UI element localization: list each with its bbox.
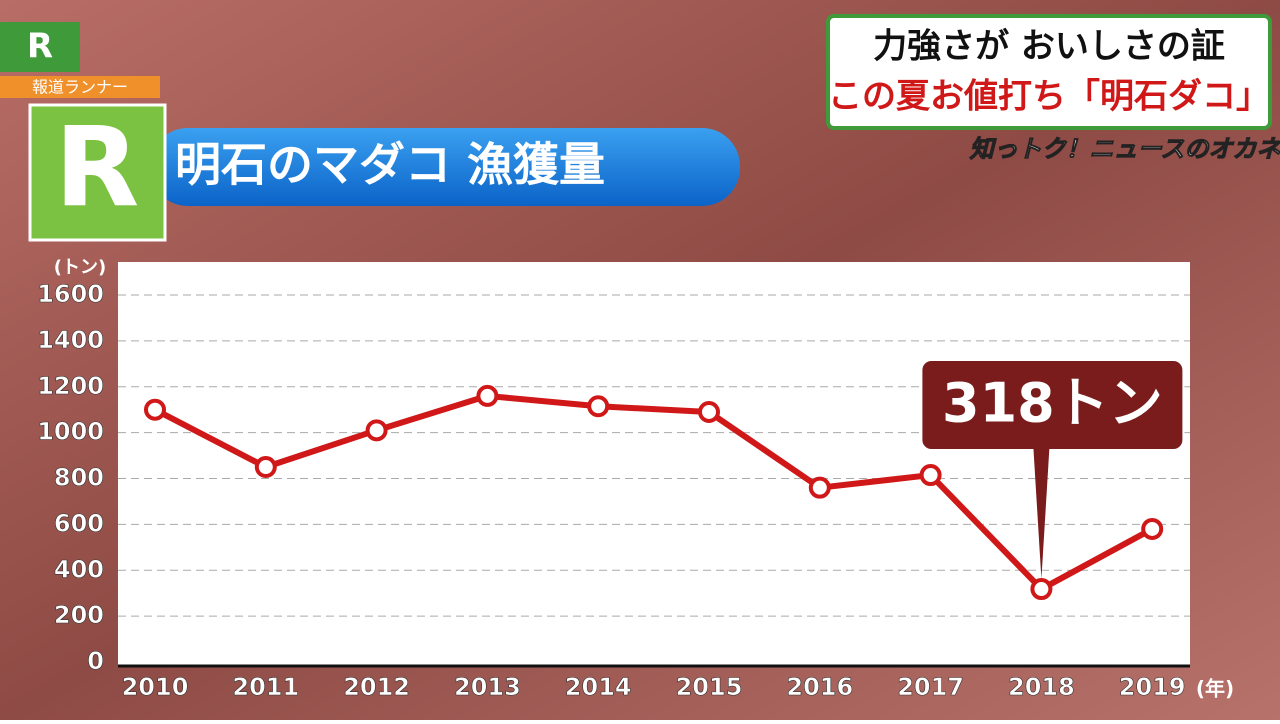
x-axis-label: (年) — [1196, 677, 1234, 701]
x-tick-label: 2014 — [565, 673, 632, 701]
plot-area — [118, 262, 1190, 666]
data-point — [1030, 578, 1053, 601]
data-point — [1141, 517, 1164, 540]
program-bar — [0, 76, 160, 98]
y-tick-label: 600 — [54, 509, 104, 537]
x-tick-label: 2016 — [786, 673, 853, 701]
headline-box — [826, 14, 1272, 130]
y-tick-label: 800 — [54, 464, 104, 492]
program-name: 報道ランナー — [32, 78, 128, 97]
callout-pointer — [1033, 448, 1050, 580]
title-logo-box — [28, 103, 167, 242]
y-tick-label: 400 — [54, 555, 104, 583]
logo: R — [27, 27, 53, 67]
y-tick-label: 1000 — [37, 418, 104, 446]
data-point — [698, 400, 720, 423]
y-tick-label: 200 — [54, 601, 104, 629]
data-point — [919, 464, 942, 487]
y-tick-label: 1600 — [37, 280, 104, 308]
x-tick-label: 2015 — [676, 673, 743, 701]
y-tick-label: 1200 — [37, 372, 104, 400]
x-tick-label: 2010 — [122, 673, 189, 701]
x-tick-label: 2018 — [1008, 673, 1075, 701]
x-tick-label: 2011 — [232, 673, 299, 701]
x-tick-label: 2013 — [454, 673, 521, 701]
title-banner — [150, 128, 740, 206]
x-tick-label: 2019 — [1119, 673, 1186, 701]
logo-box — [0, 22, 80, 72]
y-tick-label: 1400 — [37, 326, 104, 354]
corner-logo: 知っトク！ニュースのオカネ — [969, 135, 1280, 163]
data-point — [476, 384, 499, 407]
x-tick-label: 2017 — [897, 673, 964, 701]
x-tick-label: 2012 — [343, 673, 410, 701]
data-line — [153, 392, 1154, 593]
data-point — [365, 419, 388, 442]
headline-1: 力強さが おいしさの証 — [873, 27, 1225, 67]
chart-title: 明石のマダコ 漁獲量 — [175, 138, 605, 192]
data-point — [254, 456, 277, 479]
headline-2: この夏お値打ち「明石ダコ」 — [828, 77, 1270, 117]
value-label: 318トン — [942, 372, 1163, 435]
y-axis-label: (トン) — [54, 257, 106, 278]
data-point — [144, 398, 166, 421]
y-tick-label: 0 — [87, 647, 104, 675]
title-logo: R — [55, 103, 140, 231]
data-point — [808, 476, 831, 499]
callout-box — [920, 359, 1185, 451]
data-point — [587, 395, 610, 418]
